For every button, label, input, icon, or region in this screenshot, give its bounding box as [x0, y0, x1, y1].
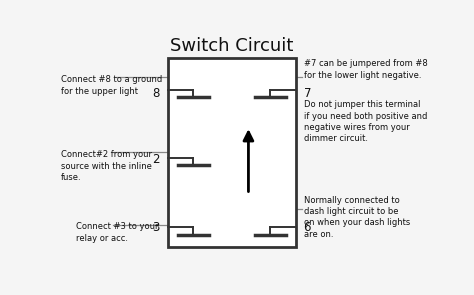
- Text: Connect #3 to your
relay or acc.: Connect #3 to your relay or acc.: [76, 222, 158, 242]
- Text: Connect #8 to a ground
for the upper light: Connect #8 to a ground for the upper lig…: [61, 75, 162, 96]
- Text: 6: 6: [303, 221, 311, 234]
- Bar: [168, 58, 296, 247]
- Text: #7 can be jumpered from #8
for the lower light negative.: #7 can be jumpered from #8 for the lower…: [303, 59, 427, 80]
- Text: Normally connected to
dash light circuit to be
on when your dash lights
are on.: Normally connected to dash light circuit…: [303, 196, 410, 239]
- Text: Switch Circuit: Switch Circuit: [170, 37, 293, 55]
- Text: Connect#2 from your
source with the inline
fuse.: Connect#2 from your source with the inli…: [61, 150, 152, 182]
- Text: 8: 8: [152, 87, 159, 100]
- Text: 2: 2: [152, 153, 159, 166]
- Text: 3: 3: [152, 221, 159, 234]
- Text: Do not jumper this terminal
if you need both positive and
negative wires from yo: Do not jumper this terminal if you need …: [303, 100, 427, 143]
- Text: 7: 7: [303, 87, 311, 100]
